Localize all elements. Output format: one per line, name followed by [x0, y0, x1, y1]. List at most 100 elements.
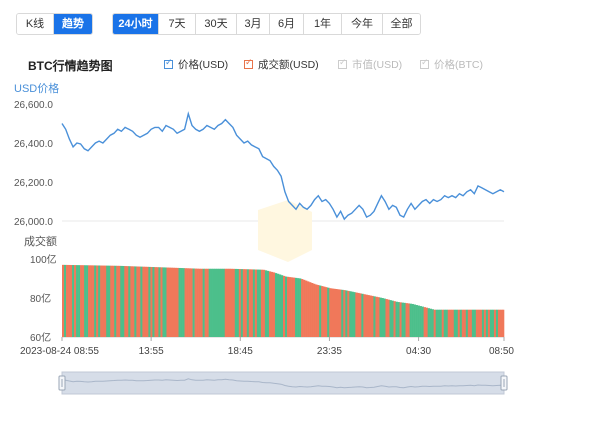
volume-bar	[122, 265, 125, 337]
volume-bar	[84, 265, 87, 337]
volume-bar	[212, 268, 215, 337]
range-tab-7[interactable]: 全部	[382, 14, 420, 34]
volume-bar	[491, 309, 495, 337]
volume-bar	[489, 309, 493, 337]
volume-bar	[397, 302, 400, 337]
volume-bar	[144, 266, 147, 337]
volume-bar	[136, 266, 139, 337]
volume-bar	[445, 309, 449, 337]
volume-bar	[158, 267, 161, 337]
volume-bar	[246, 269, 250, 337]
volume-bar	[154, 267, 157, 337]
volume-bar	[483, 309, 487, 337]
x-tick-label: 23:35	[317, 346, 342, 357]
range-tab-5[interactable]: 1年	[303, 14, 341, 34]
volume-bar	[475, 309, 479, 337]
volume-bar	[152, 267, 155, 337]
volume-bar	[389, 300, 392, 337]
volume-bar	[262, 269, 266, 337]
volume-bar	[120, 265, 123, 337]
volume-bar	[409, 303, 412, 337]
volume-bar	[339, 289, 342, 337]
volume-bar	[176, 267, 179, 337]
volume-bar	[198, 268, 201, 337]
volume-bar	[104, 265, 107, 337]
mode-tab-0[interactable]: K线	[17, 14, 53, 34]
volume-tick-label: 60亿	[30, 331, 51, 344]
volume-bar	[146, 266, 149, 337]
mode-tab-1[interactable]: 趋势	[53, 14, 92, 34]
volume-bar	[172, 267, 175, 337]
legend-item-2[interactable]: 市值(USD)	[338, 57, 402, 72]
volume-bar	[425, 307, 428, 337]
volume-bar	[98, 265, 101, 337]
volume-bar	[162, 267, 165, 337]
price-line	[61, 111, 505, 221]
volume-bar	[148, 266, 151, 337]
volume-bar	[204, 268, 207, 337]
volume-bar	[130, 266, 133, 337]
volume-bar	[335, 289, 338, 337]
legend-label: 价格(USD)	[178, 59, 229, 71]
legend-item-0[interactable]: 价格(USD)	[164, 57, 228, 72]
volume-bar	[92, 265, 95, 337]
legend-item-1[interactable]: 成交额(USD)	[244, 57, 319, 72]
range-tab-6[interactable]: 今年	[341, 14, 382, 34]
x-tick-label: 2023-08-24 08:55	[20, 346, 99, 357]
volume-bar	[497, 309, 501, 337]
volume-bar	[206, 268, 209, 337]
volume-bar	[499, 309, 503, 337]
volume-bar	[280, 275, 284, 337]
x-tick-label: 13:55	[139, 346, 164, 357]
price-axis-title: USD价格	[14, 81, 59, 95]
volume-bar	[457, 309, 461, 337]
range-tab-0[interactable]: 24小时	[113, 14, 158, 34]
volume-bar	[321, 286, 324, 337]
volume-bar	[299, 278, 302, 337]
volume-bar	[345, 290, 348, 337]
volume-bar	[76, 265, 79, 337]
volume-bar	[297, 278, 300, 337]
volume-bar	[493, 309, 497, 337]
volume-bar	[80, 265, 83, 337]
volume-bar	[325, 287, 328, 337]
volume-bar	[82, 265, 85, 337]
volume-bar	[278, 274, 282, 337]
volume-bar	[238, 269, 242, 337]
volume-bar	[395, 301, 398, 337]
range-tab-3[interactable]: 3月	[236, 14, 269, 34]
volume-bar	[295, 277, 298, 337]
volume-bar	[226, 268, 230, 337]
range-tab-4[interactable]: 6月	[269, 14, 303, 34]
volume-bar	[200, 268, 203, 337]
volume-bar	[222, 268, 226, 337]
volume-bar	[407, 303, 410, 337]
volume-bar	[353, 292, 356, 337]
legend-checkbox-icon	[244, 57, 253, 69]
volume-bar	[116, 265, 119, 337]
volume-bar	[433, 309, 436, 337]
range-tab-2[interactable]: 30天	[195, 14, 236, 34]
volume-bar	[453, 309, 457, 337]
volume-bar	[220, 268, 224, 337]
volume-bar	[184, 268, 187, 337]
volume-bar	[218, 268, 222, 337]
volume-bar	[168, 267, 171, 337]
legend-item-3[interactable]: 价格(BTC)	[420, 57, 483, 72]
volume-bar	[347, 290, 350, 337]
volume-bar	[473, 309, 477, 337]
volume-bar	[443, 309, 447, 337]
volume-bar	[274, 273, 278, 337]
range-tab-1[interactable]: 7天	[158, 14, 195, 34]
volume-bar	[451, 309, 455, 337]
volume-bar	[102, 265, 105, 337]
volume-bar	[449, 309, 453, 337]
volume-bar	[481, 309, 485, 337]
volume-bar	[405, 303, 408, 337]
volume-bar	[461, 309, 465, 337]
volume-bar	[303, 279, 306, 337]
volume-bar	[477, 309, 481, 337]
volume-bar	[351, 291, 354, 337]
volume-bar	[317, 285, 320, 337]
volume-bar	[230, 268, 234, 337]
